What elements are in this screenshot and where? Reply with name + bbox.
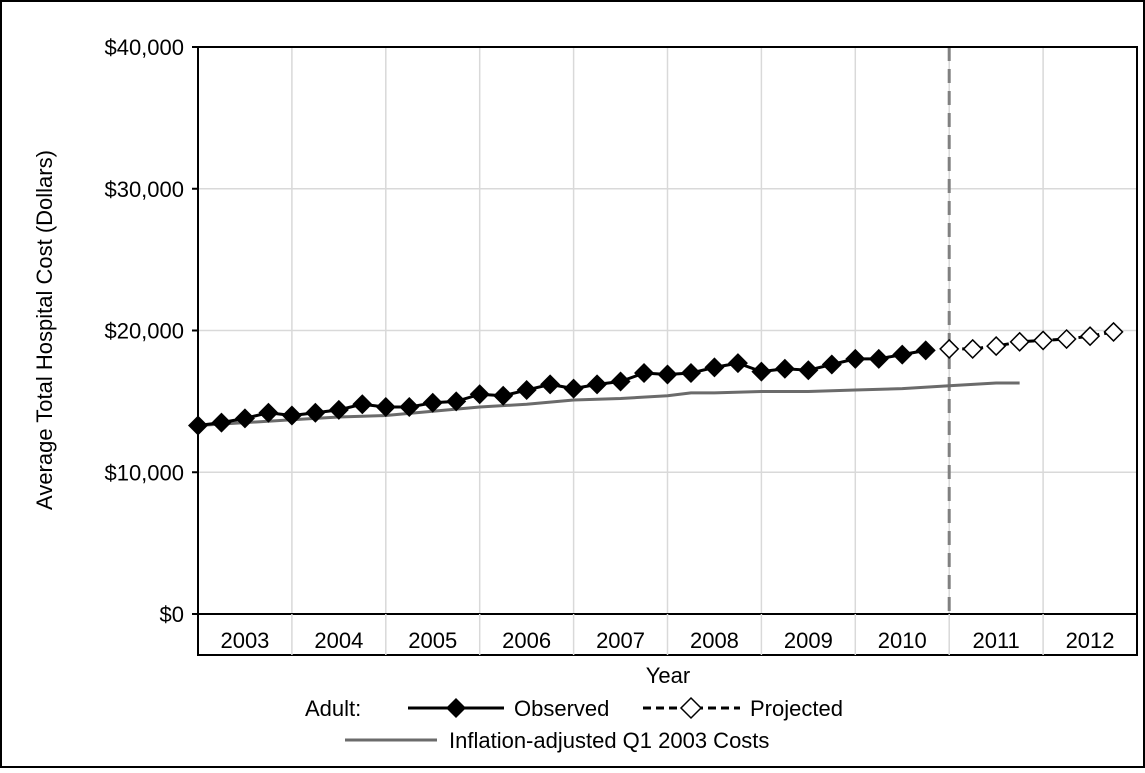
series-observed <box>188 340 936 436</box>
x-axis-label: Year <box>646 663 690 688</box>
data-point-observed <box>281 405 302 426</box>
x-tick-label: 2009 <box>784 628 833 653</box>
data-point-observed <box>634 363 655 384</box>
y-axis-ticks: $0 $10,000 $20,000 $30,000 $40,000 <box>104 35 198 627</box>
data-point-observed <box>868 348 889 369</box>
x-tick-label: 2006 <box>502 628 551 653</box>
data-point-observed <box>751 361 772 382</box>
series-layer <box>188 321 1124 436</box>
data-point-observed <box>774 358 795 379</box>
data-point-observed <box>587 374 608 395</box>
data-point-projected <box>962 338 983 359</box>
data-point-observed <box>704 357 725 378</box>
series-projected <box>939 321 1124 359</box>
data-point-observed <box>540 374 561 395</box>
x-category-band <box>197 613 1138 656</box>
x-tick-label: 2003 <box>220 628 269 653</box>
series-line-inflation-adjusted-q1-2003-costs <box>197 381 1020 427</box>
x-tick-label: 2004 <box>314 628 363 653</box>
legend-group-label: Adult: <box>305 696 361 721</box>
x-axis-ticks: 2003 2004 2005 2006 2007 2008 2009 2010 2011 2012 <box>220 628 1114 653</box>
series-inflation-adjusted-q1-2003-costs <box>197 381 1020 427</box>
x-tick-label: 2010 <box>878 628 927 653</box>
data-point-observed <box>563 378 584 399</box>
data-point-projected <box>1079 326 1101 347</box>
data-point-projected <box>939 338 960 359</box>
data-point-observed <box>821 354 842 375</box>
legend-observed-swatch <box>408 698 504 718</box>
legend-inflation-label: Inflation-adjusted Q1 2003 Costs <box>449 728 769 753</box>
data-point-projected <box>1033 330 1054 351</box>
data-point-observed <box>657 364 678 385</box>
data-point-observed <box>328 399 349 420</box>
data-point-observed <box>352 394 373 415</box>
legend-observed-label: Observed <box>514 696 609 721</box>
data-point-observed <box>305 402 326 423</box>
data-point-projected <box>1103 321 1124 342</box>
data-point-observed <box>258 402 279 423</box>
y-tick-label: $40,000 <box>104 35 184 60</box>
legend: Adult: Observed Projected Inflation-adju… <box>305 696 843 753</box>
data-point-observed <box>211 412 232 433</box>
data-point-observed <box>798 360 819 381</box>
data-point-observed <box>915 340 936 361</box>
data-point-observed <box>845 348 866 369</box>
data-point-observed <box>727 353 748 374</box>
data-point-observed <box>446 391 467 412</box>
data-point-projected <box>986 336 1007 357</box>
x-tick-label: 2008 <box>690 628 739 653</box>
data-point-observed <box>516 380 537 401</box>
x-tick-label: 2012 <box>1066 628 1115 653</box>
data-point-observed <box>680 363 701 384</box>
data-point-observed <box>399 397 420 418</box>
legend-projected-label: Projected <box>750 696 843 721</box>
data-point-observed <box>234 408 255 429</box>
y-axis-label: Average Total Hospital Cost (Dollars) <box>32 150 57 510</box>
data-point-observed <box>375 397 396 418</box>
data-point-observed <box>422 392 443 413</box>
data-point-observed <box>892 344 913 365</box>
y-tick-label: $20,000 <box>104 319 184 344</box>
x-tick-label: 2007 <box>596 628 645 653</box>
y-tick-label: $10,000 <box>104 460 184 485</box>
data-point-observed <box>469 384 490 405</box>
data-point-observed <box>610 371 631 392</box>
y-tick-label: $30,000 <box>104 177 184 202</box>
data-point-observed <box>493 385 514 406</box>
gridlines <box>198 47 1137 614</box>
y-tick-label: $0 <box>160 602 184 627</box>
data-point-projected <box>1009 331 1030 352</box>
legend-projected-swatch <box>643 696 740 720</box>
data-point-projected <box>1056 328 1077 350</box>
x-tick-label: 2005 <box>408 628 457 653</box>
x-tick-label: 2011 <box>972 628 1019 653</box>
